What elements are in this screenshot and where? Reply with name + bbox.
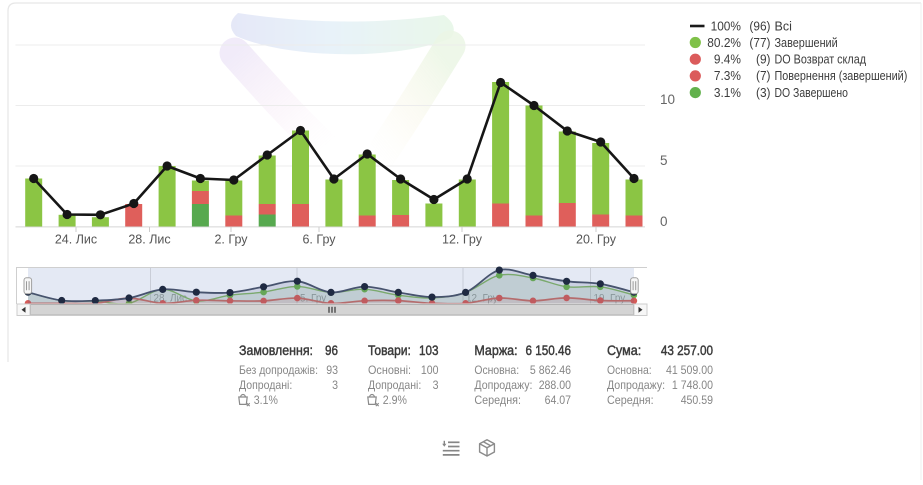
svg-text:1 748.00: 1 748.00 bbox=[672, 378, 713, 392]
svg-text:Товари:: Товари: bbox=[368, 343, 411, 358]
svg-text:Основна:: Основна: bbox=[607, 363, 652, 377]
svg-text:5: 5 bbox=[660, 153, 668, 168]
svg-text:5 862.46: 5 862.46 bbox=[530, 363, 571, 377]
svg-text:10: 10 bbox=[660, 92, 675, 107]
svg-text:Маржа:: Маржа: bbox=[474, 343, 517, 358]
svg-text:93: 93 bbox=[326, 363, 338, 377]
svg-text:7.3%: 7.3% bbox=[714, 69, 741, 83]
svg-text:DO Завершено: DO Завершено bbox=[775, 86, 848, 100]
svg-text:41 509.00: 41 509.00 bbox=[666, 363, 713, 377]
svg-text:6 150.46: 6 150.46 bbox=[526, 343, 572, 358]
svg-text:100%: 100% bbox=[711, 19, 741, 33]
svg-text:3.1%: 3.1% bbox=[714, 86, 741, 100]
svg-text:2. Гру: 2. Гру bbox=[214, 233, 248, 247]
svg-text:24. Лис: 24. Лис bbox=[55, 233, 97, 247]
svg-text:Допродані:: Допродані: bbox=[239, 378, 292, 392]
svg-text:103: 103 bbox=[419, 343, 439, 358]
svg-text:Допродажу:: Допродажу: bbox=[607, 378, 665, 392]
svg-text:3.1%: 3.1% bbox=[254, 393, 278, 407]
svg-text:(96): (96) bbox=[749, 19, 770, 33]
svg-text:43 257.00: 43 257.00 bbox=[661, 343, 713, 358]
svg-text:64.07: 64.07 bbox=[545, 393, 572, 407]
svg-text:3: 3 bbox=[433, 378, 439, 392]
svg-text:0: 0 bbox=[660, 214, 668, 229]
svg-text:(77): (77) bbox=[749, 36, 770, 50]
svg-text:6. Гру: 6. Гру bbox=[302, 233, 336, 247]
svg-text:80.2%: 80.2% bbox=[707, 36, 741, 50]
svg-text:12. Гру: 12. Гру bbox=[442, 233, 483, 247]
svg-text:(3): (3) bbox=[756, 86, 771, 100]
svg-text:3: 3 bbox=[332, 378, 338, 392]
svg-text:Основна:: Основна: bbox=[474, 363, 519, 377]
svg-text:(7): (7) bbox=[756, 69, 771, 83]
svg-text:2.9%: 2.9% bbox=[383, 393, 407, 407]
svg-text:Основні:: Основні: bbox=[368, 363, 411, 377]
svg-text:Без допродажів:: Без допродажів: bbox=[239, 363, 318, 377]
svg-text:450.59: 450.59 bbox=[681, 393, 714, 407]
svg-text:Допродані:: Допродані: bbox=[368, 378, 421, 392]
svg-text:20. Гру: 20. Гру bbox=[576, 233, 617, 247]
svg-text:96: 96 bbox=[325, 343, 338, 358]
svg-text:Середня:: Середня: bbox=[474, 393, 521, 407]
svg-text:DO Возврат склад: DO Возврат склад bbox=[775, 53, 867, 67]
svg-text:100: 100 bbox=[421, 363, 439, 377]
svg-text:Повернення (завершений): Повернення (завершений) bbox=[775, 69, 908, 83]
svg-text:Всі: Всі bbox=[775, 19, 792, 33]
svg-text:Сума:: Сума: bbox=[607, 343, 641, 358]
svg-text:Замовлення:: Замовлення: bbox=[239, 343, 313, 358]
svg-text:Допродажу:: Допродажу: bbox=[474, 378, 532, 392]
svg-text:288.00: 288.00 bbox=[539, 378, 572, 392]
svg-text:Середня:: Середня: bbox=[607, 393, 654, 407]
svg-text:9.4%: 9.4% bbox=[714, 53, 741, 67]
svg-text:(9): (9) bbox=[756, 53, 771, 67]
svg-text:28. Лис: 28. Лис bbox=[128, 233, 170, 247]
svg-text:Завершений: Завершений bbox=[775, 36, 838, 50]
